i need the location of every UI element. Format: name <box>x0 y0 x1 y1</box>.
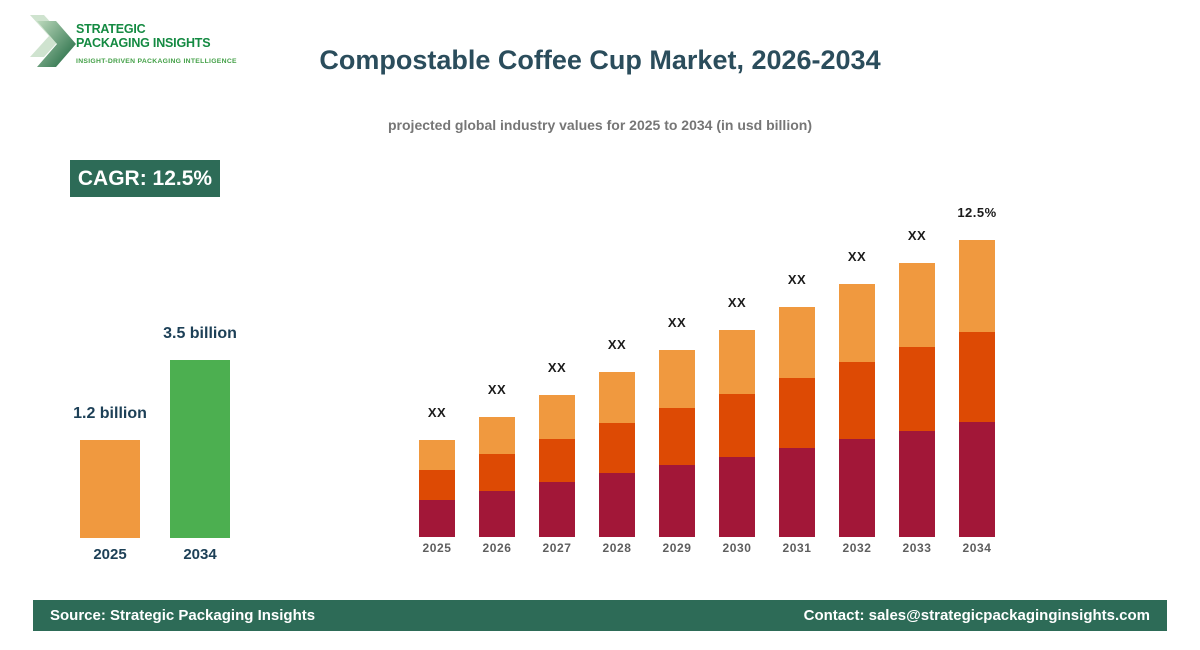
stacked-bar-value-label: XX <box>427 405 447 420</box>
mini-bar-2034 <box>170 360 230 538</box>
mini-bar-year-label: 2025 <box>93 546 127 563</box>
stacked-bar-2028-segment-top <box>599 372 635 423</box>
stacked-bar-2028-segment-bottom <box>599 473 635 537</box>
page-subtitle: projected global industry values for 202… <box>388 117 812 133</box>
stacked-bar-year-label: 2030 <box>722 541 752 555</box>
stacked-bar-2034-segment-bottom <box>959 422 995 537</box>
stacked-bar-2033-segment-top <box>899 263 935 347</box>
stacked-bar-2027-segment-bottom <box>539 482 575 537</box>
stacked-bar-2026-segment-top <box>479 417 515 454</box>
stacked-bar-2029-segment-top <box>659 350 695 408</box>
stacked-bar-value-label: XX <box>787 272 807 287</box>
stacked-bar-year-label: 2033 <box>902 541 932 555</box>
logo-line-1: STRATEGIC <box>76 22 146 36</box>
stacked-bar-2030-segment-top <box>719 330 755 394</box>
stacked-bar-2030-segment-middle <box>719 394 755 457</box>
stacked-bar-value-label: XX <box>547 360 567 375</box>
stacked-bar-value-label: XX <box>607 337 627 352</box>
stacked-bar-2033-segment-middle <box>899 347 935 431</box>
stacked-bar-year-label: 2025 <box>422 541 452 555</box>
cagr-badge-label: CAGR: 12.5% <box>77 166 213 190</box>
stacked-bar-value-label: XX <box>487 382 507 397</box>
mini-bar-value-label: 1.2 billion <box>73 405 147 422</box>
mini-bar-year-label: 2034 <box>183 546 217 563</box>
company-logo: STRATEGIC PACKAGING INSIGHTS INSIGHT-DRI… <box>30 13 237 71</box>
mini-bar-value-label: 3.5 billion <box>163 325 237 342</box>
stacked-bar-2031-segment-top <box>779 307 815 378</box>
stacked-bar-2033-segment-bottom <box>899 431 935 537</box>
stacked-bar-chart: XX 2025 XX 2026 XX 2027 XX 2028 XX 2029 XX 2030 XX 20… <box>400 200 1020 565</box>
stacked-bar-2031-segment-middle <box>779 378 815 448</box>
stacked-bar-2032-segment-top <box>839 284 875 362</box>
stacked-bar-2030-segment-bottom <box>719 457 755 537</box>
stacked-bar-year-label: 2032 <box>842 541 872 555</box>
stacked-bar-2028-segment-middle <box>599 423 635 473</box>
logo-text: STRATEGIC PACKAGING INSIGHTS INSIGHT-DRI… <box>76 13 237 71</box>
stacked-bar-value-label: XX <box>667 315 687 330</box>
stacked-bar-2025-segment-bottom <box>419 500 455 537</box>
footer-contact: Contact: sales@strategicpackaginginsight… <box>803 607 1150 624</box>
stacked-bar-2027-segment-top <box>539 395 575 439</box>
stacked-bar-2026-segment-bottom <box>479 491 515 537</box>
double-chevron-right-icon <box>30 15 76 67</box>
stacked-bar-year-label: 2027 <box>542 541 572 555</box>
page-title: Compostable Coffee Cup Market, 2026-2034 <box>319 45 881 75</box>
stacked-bar-2029-segment-middle <box>659 408 695 465</box>
mini-bar-chart: 1.2 billion 2025 3.5 billion 2034 <box>60 320 270 570</box>
stacked-bar-value-label: XX <box>847 249 867 264</box>
footer-source: Source: Strategic Packaging Insights <box>50 607 316 624</box>
stacked-bar-year-label: 2034 <box>962 541 992 555</box>
mini-bar-2025 <box>80 440 140 538</box>
footer-bar: Source: Strategic Packaging Insights Con… <box>33 600 1167 631</box>
stacked-bar-year-label: 2026 <box>482 541 512 555</box>
stacked-bar-value-label: XX <box>727 295 747 310</box>
stacked-bar-2026-segment-middle <box>479 454 515 491</box>
stacked-bar-2025-segment-top <box>419 440 455 470</box>
stacked-bar-year-label: 2031 <box>782 541 812 555</box>
stacked-bar-2032-segment-middle <box>839 362 875 439</box>
stacked-bar-2034-segment-middle <box>959 332 995 422</box>
stacked-bar-value-label: 12.5% <box>957 205 997 220</box>
stacked-bar-2032-segment-bottom <box>839 439 875 537</box>
stacked-bar-2029-segment-bottom <box>659 465 695 537</box>
logo-line-2: PACKAGING INSIGHTS <box>76 36 211 50</box>
cagr-badge: CAGR: 12.5% <box>70 160 220 197</box>
stacked-bar-2031-segment-bottom <box>779 448 815 537</box>
stacked-bar-year-label: 2029 <box>662 541 692 555</box>
stacked-bar-value-label: XX <box>907 228 927 243</box>
stacked-bar-2027-segment-middle <box>539 439 575 482</box>
stacked-bar-2025-segment-middle <box>419 470 455 500</box>
stacked-bar-year-label: 2028 <box>602 541 632 555</box>
logo-tagline: INSIGHT-DRIVEN PACKAGING INTELLIGENCE <box>76 58 237 65</box>
stacked-bar-2034-segment-top <box>959 240 995 332</box>
